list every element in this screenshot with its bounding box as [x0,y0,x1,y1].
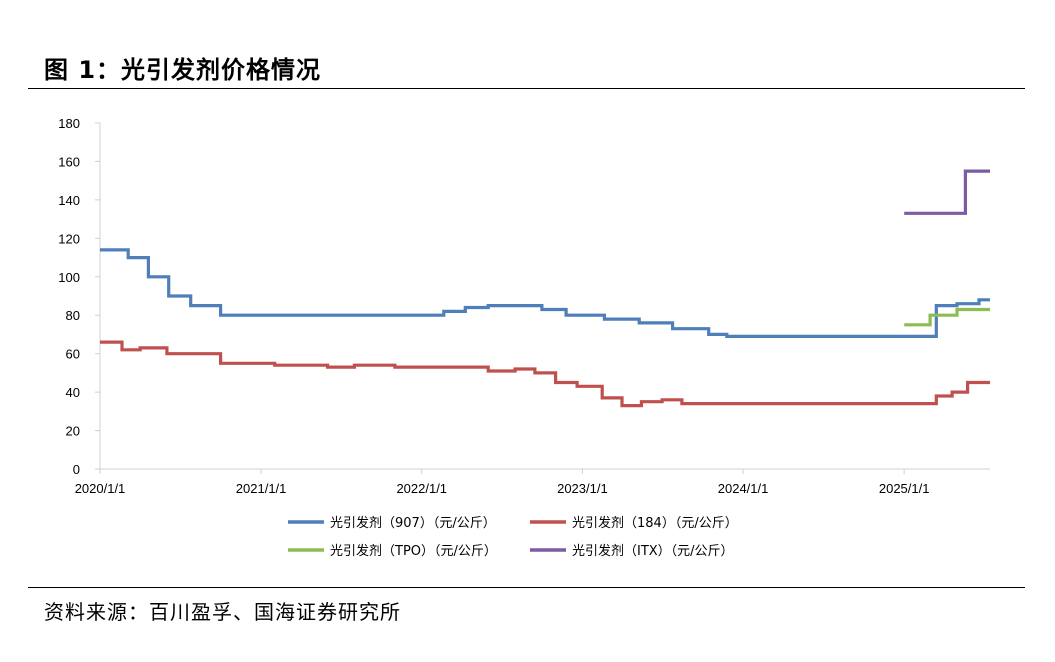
y-tick-label: 80 [66,308,80,323]
series-layer [100,169,990,408]
bottom-rule [28,587,1025,588]
legend-label-3: 光引发剂（TPO）（元/公斤） [330,543,497,559]
series-line-1 [100,248,990,338]
y-tick-label: 160 [58,154,80,169]
series-line-3 [904,307,990,327]
y-tick-label: 40 [66,385,80,400]
x-tick-label: 2024/1/1 [718,481,769,496]
x-tick-label: 2025/1/1 [879,481,930,496]
series-line-4 [904,169,990,215]
legend-label-2: 光引发剂（184）（元/公斤） [572,515,738,531]
legend-label-4: 光引发剂（ITX）（元/公斤） [572,543,734,559]
line-chart: 0 20 40 60 80 100 120 140 160 180 2020/1/1 2021/1/… [58,116,990,559]
x-axis: 2020/1/1 2021/1/1 2022/1/1 2023/1/1 2024/1/1… [75,468,990,496]
legend: 光引发剂（907）（元/公斤） 光引发剂（184）（元/公斤） 光引发剂（TPO）（… [288,515,738,559]
x-tick-label: 2020/1/1 [75,481,126,496]
legend-label-1: 光引发剂（907）（元/公斤） [330,515,496,531]
figure-title: 图 1：光引发剂价格情况 [44,56,322,84]
y-tick-label: 20 [66,424,80,439]
x-tick-label: 2021/1/1 [236,481,287,496]
y-tick-label: 60 [66,347,80,362]
series-line-2 [100,340,990,408]
y-tick-label: 180 [58,116,80,131]
y-tick-label: 0 [73,462,80,477]
source-note: 资料来源：百川盈孚、国海证券研究所 [44,600,401,624]
top-rule [28,88,1025,89]
y-tick-label: 140 [58,193,80,208]
y-tick-label: 100 [58,270,80,285]
y-tick-label: 120 [58,231,80,246]
y-axis: 0 20 40 60 80 100 120 140 160 180 [58,116,101,477]
x-tick-label: 2023/1/1 [557,481,608,496]
x-tick-label: 2022/1/1 [396,481,447,496]
